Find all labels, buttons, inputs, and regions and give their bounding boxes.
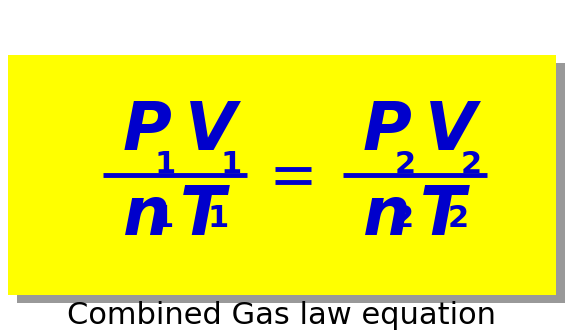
Text: T: T: [420, 183, 465, 249]
Text: V: V: [185, 98, 237, 164]
Text: 1: 1: [208, 204, 230, 233]
Text: n: n: [363, 183, 410, 249]
Text: 2: 2: [393, 204, 414, 233]
Text: 1: 1: [155, 150, 176, 179]
FancyBboxPatch shape: [17, 63, 565, 303]
Text: 2: 2: [448, 204, 469, 233]
Text: n: n: [123, 183, 170, 249]
Text: 1: 1: [153, 204, 174, 233]
Text: Combined Gas law equation: Combined Gas law equation: [68, 301, 497, 330]
Text: 2: 2: [395, 150, 416, 179]
Text: P: P: [123, 98, 172, 164]
Text: 2: 2: [461, 150, 482, 179]
FancyBboxPatch shape: [8, 55, 556, 295]
Text: T: T: [180, 183, 225, 249]
Text: V: V: [425, 98, 477, 164]
Text: P: P: [363, 98, 412, 164]
Text: 1: 1: [221, 150, 242, 179]
